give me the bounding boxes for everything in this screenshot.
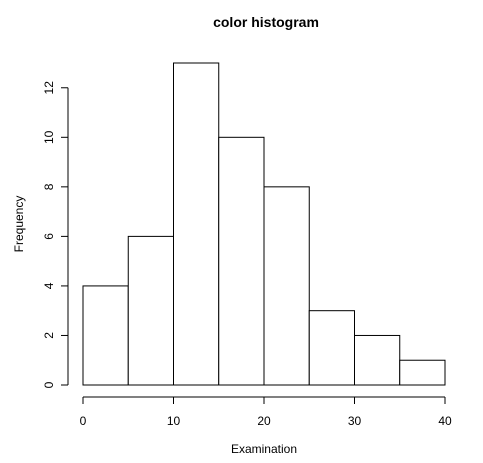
y-tick-label-2: 4 xyxy=(42,282,56,289)
histogram-bar-0 xyxy=(82,285,129,386)
y-tick-label-5: 10 xyxy=(42,130,56,144)
x-tick-label-1: 10 xyxy=(167,414,181,428)
histogram-bar-4 xyxy=(263,186,310,386)
y-tick-label-1: 2 xyxy=(42,332,56,339)
histogram-bar-5 xyxy=(308,310,355,386)
x-tick-label-3: 30 xyxy=(348,414,362,428)
y-tick-label-4: 8 xyxy=(42,183,56,190)
histogram-bar-7 xyxy=(399,359,446,386)
y-tick-label-3: 6 xyxy=(42,233,56,240)
histogram-bar-1 xyxy=(127,235,174,386)
y-axis-label: Frequency xyxy=(12,196,26,253)
histogram-bar-6 xyxy=(354,334,401,386)
x-tick-label-4: 40 xyxy=(438,414,452,428)
x-axis-label: Examination xyxy=(231,442,297,456)
chart-title: color histogram xyxy=(213,14,319,30)
x-axis: 0 10 20 30 40 xyxy=(80,396,452,428)
histogram-bar-3 xyxy=(218,136,265,386)
x-tick-label-0: 0 xyxy=(80,414,87,428)
x-tick-label-2: 20 xyxy=(257,414,271,428)
bars-group xyxy=(82,62,446,386)
y-axis: 0 2 4 6 8 10 12 xyxy=(42,81,69,388)
y-tick-label-6: 12 xyxy=(42,81,56,95)
y-tick-label-0: 0 xyxy=(42,381,56,388)
histogram-bar-2 xyxy=(173,62,220,386)
